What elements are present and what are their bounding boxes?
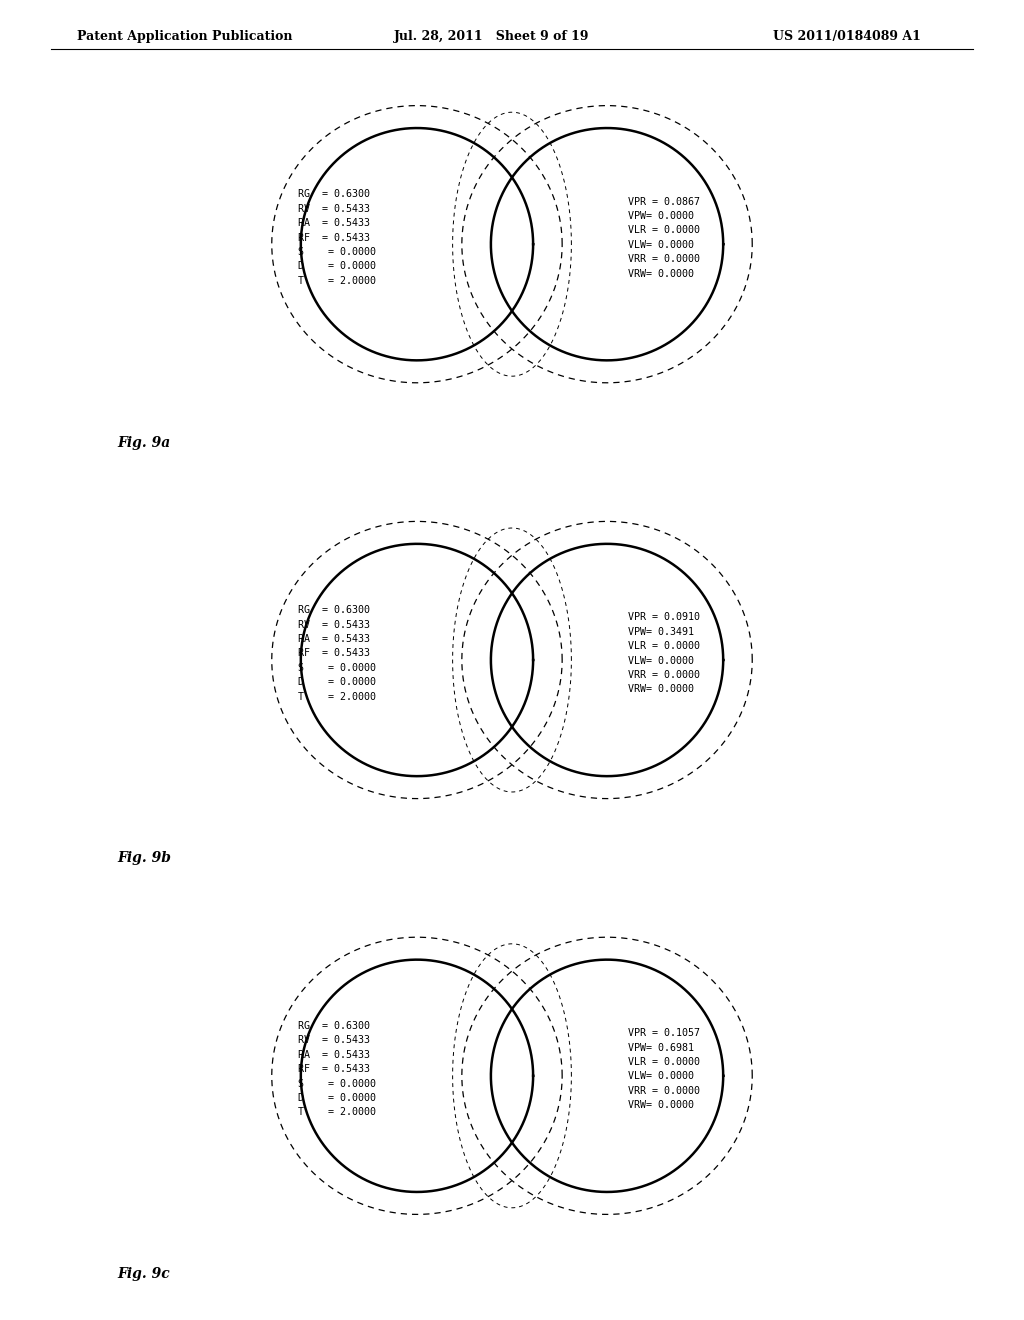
Text: VPR = 0.1057
VPW= 0.6981
VLR = 0.0000
VLW= 0.0000
VRR = 0.0000
VRW= 0.0000: VPR = 0.1057 VPW= 0.6981 VLR = 0.0000 VL… xyxy=(628,1028,700,1110)
Text: US 2011/0184089 A1: US 2011/0184089 A1 xyxy=(773,30,921,44)
Text: VPR = 0.0867
VPW= 0.0000
VLR = 0.0000
VLW= 0.0000
VRR = 0.0000
VRW= 0.0000: VPR = 0.0867 VPW= 0.0000 VLR = 0.0000 VL… xyxy=(628,197,700,279)
Text: Fig. 9a: Fig. 9a xyxy=(118,436,171,450)
Text: RG  = 0.6300
RV  = 0.5433
RA  = 0.5433
RF  = 0.5433
S    = 0.0000
D    = 0.0000
: RG = 0.6300 RV = 0.5433 RA = 0.5433 RF =… xyxy=(298,1020,376,1118)
Text: Fig. 9c: Fig. 9c xyxy=(118,1267,171,1282)
Text: VPR = 0.0910
VPW= 0.3491
VLR = 0.0000
VLW= 0.0000
VRR = 0.0000
VRW= 0.0000: VPR = 0.0910 VPW= 0.3491 VLR = 0.0000 VL… xyxy=(628,612,700,694)
Text: Patent Application Publication: Patent Application Publication xyxy=(77,30,292,44)
Text: Fig. 9b: Fig. 9b xyxy=(118,851,172,866)
Text: Jul. 28, 2011   Sheet 9 of 19: Jul. 28, 2011 Sheet 9 of 19 xyxy=(394,30,590,44)
Text: RG  = 0.6300
RV  = 0.5433
RA  = 0.5433
RF  = 0.5433
S    = 0.0000
D    = 0.0000
: RG = 0.6300 RV = 0.5433 RA = 0.5433 RF =… xyxy=(298,189,376,286)
Text: RG  = 0.6300
RV  = 0.5433
RA  = 0.5433
RF  = 0.5433
S    = 0.0000
D    = 0.0000
: RG = 0.6300 RV = 0.5433 RA = 0.5433 RF =… xyxy=(298,605,376,702)
